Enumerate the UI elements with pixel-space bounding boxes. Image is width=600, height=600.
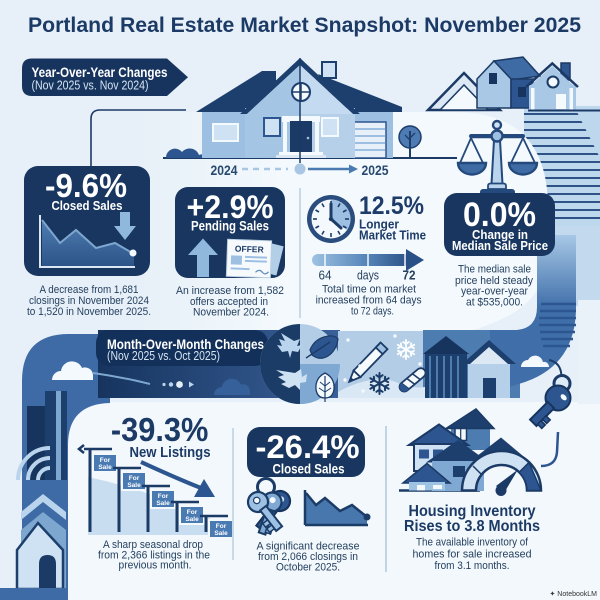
svg-text:year-over-year: year-over-year [461,286,528,298]
svg-text:(Nov 2025 vs. Nov 2024): (Nov 2025 vs. Nov 2024) [32,79,149,93]
svg-text:✦ NotebookLM: ✦ NotebookLM [550,590,598,598]
svg-text:Change in: Change in [472,227,528,242]
svg-text:offers accepted in: offers accepted in [190,296,268,308]
svg-text:price held steady: price held steady [455,275,533,287]
svg-text:OFFER: OFFER [235,244,264,255]
svg-text:Housing Inventory: Housing Inventory [409,503,536,520]
svg-text:from 2,366 listings in the: from 2,366 listings in the [98,549,210,561]
svg-text:to 1,520 in November 2025.: to 1,520 in November 2025. [27,306,151,318]
svg-text:The median sale: The median sale [458,264,531,276]
svg-text:Sale: Sale [127,482,141,489]
svg-text:Sale: Sale [156,500,170,507]
svg-text:For: For [216,523,227,530]
svg-text:previous month.: previous month. [119,559,192,571]
svg-text:at $535,000.: at $535,000. [466,296,523,308]
svg-text:Total time on market: Total time on market [322,283,416,295]
svg-text:Closed Sales: Closed Sales [52,198,123,213]
svg-text:72: 72 [403,268,416,283]
svg-text:Pending Sales: Pending Sales [191,219,269,234]
svg-text:Rises to 3.8 Months: Rises to 3.8 Months [404,518,540,535]
svg-text:A sharp seasonal drop: A sharp seasonal drop [103,539,203,551]
svg-text:64: 64 [319,268,332,283]
svg-text:October 2025.: October 2025. [276,562,340,574]
svg-text:-39.3%: -39.3% [111,411,209,448]
svg-text:Longer: Longer [359,217,399,232]
svg-text:Sale: Sale [185,516,199,523]
svg-text:homes for sale increased: homes for sale increased [413,549,532,561]
svg-text:Median Sale Price: Median Sale Price [452,238,548,253]
svg-text:12.5%: 12.5% [359,192,424,220]
svg-text:to 72 days.: to 72 days. [351,305,394,317]
svg-text:New Listings: New Listings [130,444,211,461]
svg-text:2025: 2025 [362,162,389,178]
svg-text:days: days [357,268,379,283]
svg-text:A significant decrease: A significant decrease [257,541,360,553]
svg-text:Portland Real Estate Market Sn: Portland Real Estate Market Snapshot: No… [28,14,581,37]
svg-text:Closed Sales: Closed Sales [273,461,345,477]
svg-text:Market Time: Market Time [359,228,426,243]
svg-text:from 3.1 months.: from 3.1 months. [435,560,510,572]
svg-text:Sale: Sale [214,530,228,537]
svg-text:Year-Over-Year Changes: Year-Over-Year Changes [32,64,168,80]
svg-text:-9.6%: -9.6% [45,167,127,204]
svg-text:increased from 64 days: increased from 64 days [316,294,422,306]
svg-text:2024: 2024 [211,162,238,178]
svg-text:The available inventory of: The available inventory of [416,537,529,549]
svg-text:Month-Over-Month Changes: Month-Over-Month Changes [107,336,264,352]
svg-text:(Nov 2025 vs. Oct 2025): (Nov 2025 vs. Oct 2025) [107,349,220,363]
svg-text:For: For [158,493,169,500]
svg-text:closings in November 2024: closings in November 2024 [29,295,149,307]
svg-text:+2.9%: +2.9% [187,189,274,225]
svg-text:For: For [100,457,111,464]
svg-text:-26.4%: -26.4% [256,429,360,465]
svg-text:0.0%: 0.0% [463,196,536,234]
svg-text:A decrease from 1,681: A decrease from 1,681 [40,284,139,296]
svg-text:November 2024.: November 2024. [193,307,269,319]
svg-text:Sale: Sale [98,464,112,471]
svg-text:For: For [187,509,198,516]
svg-text:from 2,066 closings in: from 2,066 closings in [258,551,358,563]
svg-text:An increase from 1,582: An increase from 1,582 [176,285,284,297]
svg-text:For: For [129,475,140,482]
